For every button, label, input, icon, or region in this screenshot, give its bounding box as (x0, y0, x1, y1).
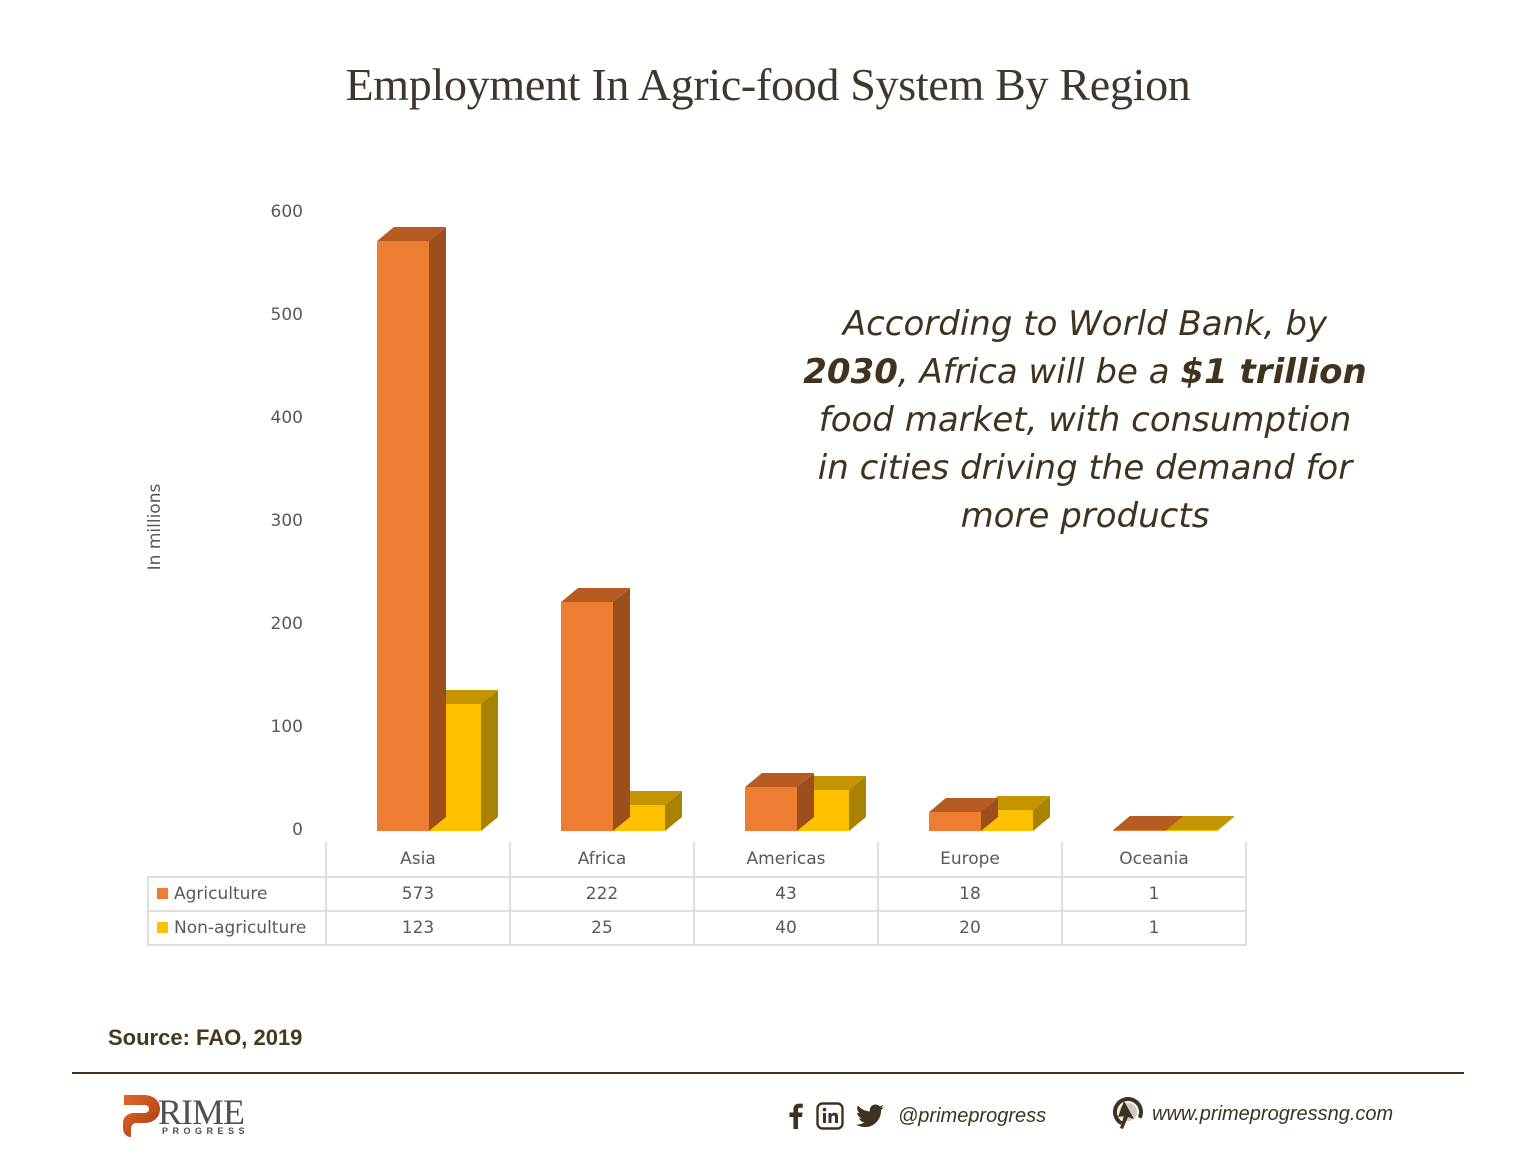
y-tick-label: 0 (292, 820, 303, 840)
bar-agriculture-oceania (1113, 815, 1182, 831)
social-links: @primeprogress (788, 1100, 1046, 1132)
table-corner (148, 842, 327, 877)
callout-line-3: food market, with consumption (818, 400, 1352, 440)
callout-year: 2030 (803, 352, 898, 392)
bar-non-agriculture-oceania (1165, 815, 1234, 831)
website-url: www.primeprogressng.com (1152, 1102, 1394, 1125)
y-tick-label: 600 (270, 202, 303, 222)
table-cell: 20 (877, 910, 1063, 946)
table-cell: 25 (509, 910, 695, 946)
table-header-cell: Asia (325, 842, 511, 878)
y-axis-label: In millions (145, 483, 165, 571)
bar-chart: In millions 0 100 200 300 400 500 600 (145, 202, 1234, 840)
callout-line-1: According to World Bank, by (842, 304, 1328, 344)
table-cell: 222 (509, 876, 695, 912)
table-header-cell: Oceania (1061, 842, 1247, 878)
table-cell: 573 (325, 876, 511, 912)
bar-agriculture-asia (377, 226, 446, 831)
callout-amount: $1 trillion (1180, 352, 1367, 392)
table-cell: 43 (693, 876, 879, 912)
logo-p-arrow-icon (123, 1095, 160, 1137)
footer-divider (72, 1072, 1464, 1074)
bar-agriculture-americas (745, 772, 814, 831)
table-cell: 123 (325, 910, 511, 946)
table-cell: 1 (1061, 876, 1247, 912)
social-handle[interactable]: @primeprogress (898, 1104, 1047, 1127)
table-row-non-agriculture: Non-agriculture 123 25 40 20 1 (147, 910, 1247, 946)
bar-agriculture-europe (929, 798, 998, 831)
table-row-agriculture: Agriculture 573 222 43 18 1 (147, 876, 1247, 912)
twitter-icon[interactable] (856, 1104, 884, 1128)
callout-line-5: more products (960, 496, 1210, 536)
logo-subtitle: PROGRESS (162, 1126, 250, 1136)
callout-text: According to World Bank, by 2030, Africa… (780, 300, 1390, 540)
y-tick-label: 100 (270, 717, 303, 737)
prime-progress-logo[interactable]: RIME PROGRESS (122, 1092, 262, 1139)
agriculture-swatch-icon (157, 888, 168, 899)
series-label: Agriculture (174, 884, 268, 904)
logo-wordmark: RIME (158, 1092, 245, 1132)
table-header-cell: Africa (509, 842, 695, 878)
table-header-row: Asia Africa Americas Europe Oceania (148, 842, 1247, 878)
callout-line-4: in cities driving the demand for (817, 448, 1353, 488)
y-tick-label: 300 (270, 511, 303, 531)
series-label: Non-agriculture (174, 918, 307, 938)
cursor-globe-icon (1113, 1097, 1143, 1129)
legend-non-agriculture: Non-agriculture (147, 910, 327, 946)
source-note: Source: FAO, 2019 (108, 1025, 303, 1050)
bar-agriculture-africa (561, 588, 630, 831)
legend-agriculture: Agriculture (147, 876, 327, 912)
y-tick-label: 400 (270, 408, 303, 428)
table-header-cell: Americas (693, 842, 879, 878)
table-cell: 18 (877, 876, 1063, 912)
chart-title: Employment In Agric-food System By Regio… (345, 59, 1191, 110)
non-agriculture-swatch-icon (157, 922, 168, 933)
table-cell: 1 (1061, 910, 1247, 946)
callout-mid: , Africa will be a (897, 352, 1181, 392)
y-tick-label: 200 (270, 614, 303, 634)
linkedin-icon[interactable] (816, 1102, 844, 1130)
facebook-icon[interactable] (788, 1103, 804, 1129)
table-cell: 40 (693, 910, 879, 946)
table-header-cell: Europe (877, 842, 1063, 878)
y-tick-label: 500 (270, 305, 303, 325)
chart-data-table: Asia Africa Americas Europe Oceania Agri… (147, 842, 1247, 946)
website-link[interactable]: www.primeprogressng.com (1110, 1097, 1393, 1131)
